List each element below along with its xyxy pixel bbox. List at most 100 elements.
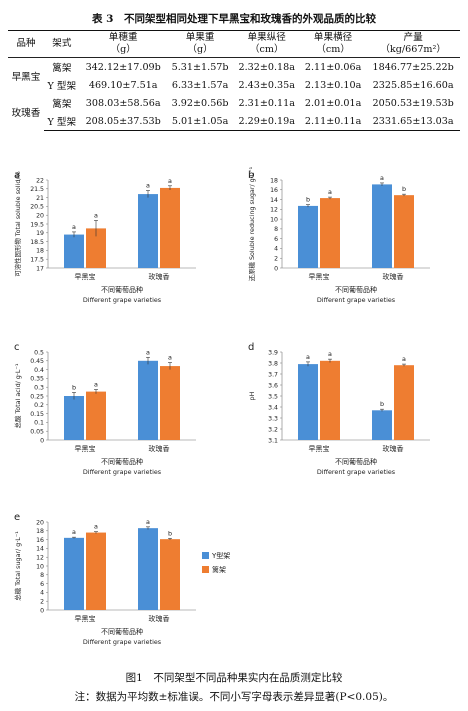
header-berry-width: 单果横径 （cm） bbox=[299, 30, 367, 58]
panel-letter: d bbox=[248, 342, 254, 353]
x-axis-label-en: Different grape varieties bbox=[317, 296, 396, 304]
y-tick-label: 0.35 bbox=[30, 376, 44, 383]
header-unit: （kg/667m²） bbox=[380, 44, 446, 55]
y-tick-label: 10 bbox=[270, 216, 278, 223]
table-cell: 3.92±0.56b bbox=[171, 97, 229, 109]
x-axis-label-en: Different grape varieties bbox=[83, 468, 162, 476]
y-tick-label: 17.5 bbox=[30, 257, 44, 264]
y-tick-label: 2 bbox=[274, 256, 278, 263]
table-cell: 2.43±0.35a bbox=[238, 79, 295, 91]
bar bbox=[64, 396, 84, 440]
table-cell: 469.10±7.51a bbox=[88, 79, 158, 91]
significance-letter: a bbox=[72, 223, 76, 231]
y-tick-label: 4 bbox=[40, 590, 44, 597]
y-tick-label: 14 bbox=[36, 546, 44, 553]
bar bbox=[64, 537, 84, 610]
bar bbox=[298, 364, 318, 440]
table-cell: 208.05±37.53b bbox=[79, 112, 167, 131]
system-cell: Y 型架 bbox=[47, 81, 77, 92]
y-tick-label: 18 bbox=[36, 248, 44, 255]
y-tick-label: 3.2 bbox=[268, 426, 278, 433]
table-cell: 2050.53±19.53b bbox=[372, 97, 454, 109]
y-tick-label: 0 bbox=[274, 265, 278, 272]
chart-svg: d 3.1 3.2 3.3 3.4 3.5 3.6 3.7 3.8 3.9 pH a a 早黑宝 b a 玫瑰香… bbox=[248, 342, 430, 476]
header-variety: 品种 bbox=[8, 30, 44, 58]
significance-letter: b bbox=[168, 529, 172, 537]
header-label: 架式 bbox=[52, 38, 72, 49]
bar bbox=[372, 184, 392, 268]
x-tick-label: 玫瑰香 bbox=[149, 272, 170, 281]
bar bbox=[138, 194, 158, 268]
table-cell: 2.11±0.06a bbox=[304, 61, 362, 73]
quality-table: 品种 架式 单穗重 （g） 单果重 （g） 单果纵径 （cm） 单果横径 （cm） 产量… bbox=[8, 30, 460, 131]
significance-letter: a bbox=[168, 177, 172, 185]
table-cell: 5.31±1.57b bbox=[171, 61, 229, 73]
y-tick-label: 20.5 bbox=[30, 204, 44, 211]
header-yield: 产量 （kg/667m²） bbox=[366, 30, 460, 58]
significance-letter: a bbox=[146, 348, 150, 356]
chart-panel-c: c 0 0.05 0.1 0.15 0.2 0.25 0.3 0.35 0.4 0.45 0.5 总酸 … bbox=[6, 340, 231, 502]
y-axis-label: 总糖 Total sugar/ g·L⁻¹ bbox=[13, 531, 22, 601]
significance-letter: a bbox=[328, 188, 332, 196]
y-axis-label: 总酸 Total acid/ g·L⁻¹ bbox=[13, 363, 22, 428]
bar bbox=[160, 539, 180, 610]
panel-letter: c bbox=[14, 342, 20, 353]
significance-letter: a bbox=[380, 174, 384, 182]
figure-caption: 图1 不同架型不同品种果实内在品质测定比较 bbox=[125, 672, 343, 684]
header-system: 架式 bbox=[43, 30, 80, 58]
significance-letter: a bbox=[146, 518, 150, 526]
y-tick-label: 3.8 bbox=[268, 360, 278, 367]
y-axis-label: 可溶性固形物 Total soluble solid/% bbox=[13, 171, 22, 276]
bar bbox=[320, 360, 340, 440]
x-tick-label: 玫瑰香 bbox=[383, 272, 404, 281]
significance-letter: b bbox=[306, 196, 310, 204]
y-tick-label: 10 bbox=[36, 563, 44, 570]
y-tick-label: 0.1 bbox=[34, 420, 44, 427]
header-label: 单果重 bbox=[185, 32, 215, 43]
y-tick-label: 0.2 bbox=[34, 402, 44, 409]
header-label: 产量 bbox=[403, 32, 423, 43]
bar bbox=[86, 391, 106, 440]
y-tick-label: 18 bbox=[270, 177, 278, 184]
significance-letter: a bbox=[306, 353, 310, 361]
chart-svg: b 0 2 4 6 8 10 12 14 16 18 还原糖 Soluble reducing sug… bbox=[247, 166, 430, 304]
table-cell: 342.12±17.09b bbox=[85, 61, 161, 73]
variety-cell: 玫瑰香 bbox=[11, 108, 41, 120]
y-tick-label: 12 bbox=[270, 207, 278, 214]
table-row: Y 型架 208.05±37.53b 5.01±1.05a 2.29±0.19a… bbox=[8, 112, 460, 131]
bar bbox=[160, 187, 180, 268]
panel-letter: a bbox=[14, 170, 20, 181]
y-tick-label: 0 bbox=[40, 437, 44, 444]
y-tick-label: 17 bbox=[36, 265, 44, 272]
y-tick-label: 19 bbox=[36, 230, 44, 237]
chart-panel-e: e 0 2 4 6 8 10 12 14 16 18 20 总糖 Total sugar/ g·L⁻¹ a… bbox=[6, 510, 231, 672]
bar bbox=[298, 205, 318, 268]
y-tick-label: 16 bbox=[270, 187, 278, 194]
y-tick-label: 18.5 bbox=[30, 239, 44, 246]
y-tick-label: 3.4 bbox=[268, 404, 278, 411]
bar bbox=[138, 528, 158, 610]
bar bbox=[320, 198, 340, 268]
y-tick-label: 3.5 bbox=[268, 393, 278, 400]
x-tick-label: 玫瑰香 bbox=[149, 444, 170, 453]
table-caption: 表 3 不同架型相同处理下早黑宝和玫瑰香的外观品质的比较 bbox=[92, 13, 376, 25]
table-row: 早黑宝 篱架 342.12±17.09b 5.31±1.57b 2.32±0.1… bbox=[8, 58, 460, 84]
header-label: 单果横径 bbox=[313, 32, 353, 43]
x-axis-label-en: Different grape varieties bbox=[317, 468, 396, 476]
header-unit: （g） bbox=[187, 44, 213, 55]
variety-cell: 早黑宝 bbox=[11, 72, 41, 83]
x-tick-label: 玫瑰香 bbox=[149, 614, 170, 623]
y-tick-label: 3.1 bbox=[268, 437, 278, 444]
x-axis-label-cn: 不同葡萄品种 bbox=[335, 457, 377, 466]
system-cell: 篱架 bbox=[52, 99, 72, 110]
y-tick-label: 0 bbox=[40, 607, 44, 614]
x-axis-label-cn: 不同葡萄品种 bbox=[101, 285, 143, 294]
x-tick-label: 早黑宝 bbox=[309, 444, 330, 453]
legend-swatch-hedge bbox=[202, 566, 209, 573]
table-row: Y 型架 469.10±7.51a 6.33±1.57a 2.43±0.35a … bbox=[8, 76, 460, 94]
x-axis-label-cn: 不同葡萄品种 bbox=[101, 457, 143, 466]
y-tick-label: 20 bbox=[36, 213, 44, 220]
